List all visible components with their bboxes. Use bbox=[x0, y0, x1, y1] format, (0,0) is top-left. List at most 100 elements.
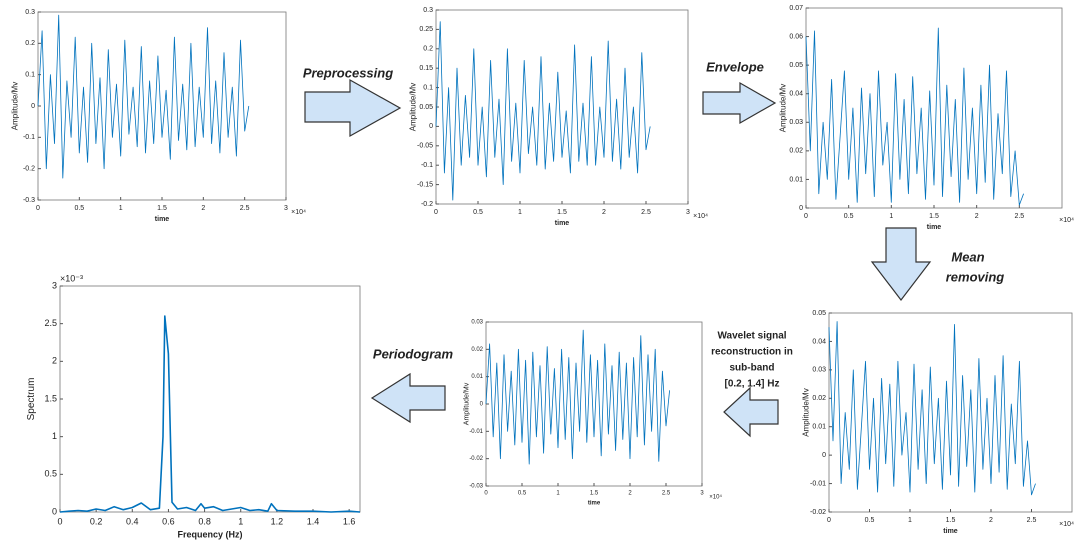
y-tick-label: 0.06 bbox=[789, 33, 803, 40]
x-tick-label: 0 bbox=[804, 213, 808, 220]
x-tick-label: 1 bbox=[908, 517, 912, 524]
x-tick-label: 0 bbox=[484, 491, 488, 497]
y-tick-label: -0.02 bbox=[469, 456, 483, 462]
x-tick-label: 1 bbox=[238, 516, 243, 526]
y-tick-label: 0.01 bbox=[471, 374, 483, 380]
y-axis-label: Amplitude/Mv bbox=[409, 83, 418, 131]
step-label: Mean bbox=[951, 249, 984, 264]
y-tick-label: 0.02 bbox=[471, 347, 483, 353]
x-tick-label: 2.5 bbox=[1014, 213, 1024, 220]
x-multiplier: ×10⁴ bbox=[693, 213, 708, 220]
x-axis-label: time bbox=[588, 501, 601, 507]
signal-line bbox=[485, 329, 670, 465]
y-axis-label: Amplitude/Mv bbox=[779, 84, 788, 132]
x-tick-label: 0.5 bbox=[844, 213, 854, 220]
y-tick-label: 0.04 bbox=[812, 338, 826, 345]
signal-line bbox=[435, 21, 651, 201]
plot-frame bbox=[485, 321, 703, 487]
arrow bbox=[370, 372, 446, 424]
y-tick-label: -0.1 bbox=[421, 162, 433, 169]
signal-line bbox=[59, 315, 361, 513]
step-label: Wavelet signal bbox=[717, 331, 786, 342]
x-tick-label: 2 bbox=[201, 205, 205, 212]
x-tick-label: 0.6 bbox=[162, 516, 175, 526]
y-tick-label: 0.25 bbox=[419, 26, 433, 33]
y-tick-label: 0 bbox=[822, 452, 826, 459]
signal-line bbox=[37, 14, 250, 179]
x-tick-label: 0 bbox=[434, 209, 438, 216]
x-multiplier: ×10⁴ bbox=[291, 209, 306, 216]
step-label: removing bbox=[946, 269, 1005, 284]
y-tick-label: 0.01 bbox=[812, 424, 826, 431]
y-tick-label: 0 bbox=[52, 506, 57, 516]
y-tick-label: -0.2 bbox=[23, 166, 35, 173]
x-axis-label: Frequency (Hz) bbox=[177, 529, 242, 539]
y-axis-label: Amplitude/Mv bbox=[11, 82, 20, 130]
x-tick-label: 1.4 bbox=[307, 516, 320, 526]
y-tick-label: 3 bbox=[52, 280, 57, 290]
x-tick-label: 0.4 bbox=[126, 516, 139, 526]
step-label: Envelope bbox=[706, 59, 764, 74]
y-tick-label: 0 bbox=[429, 123, 433, 130]
plot-frame bbox=[37, 11, 287, 201]
y-tick-label: -0.15 bbox=[417, 181, 433, 188]
y-tick-label: 0.02 bbox=[789, 148, 803, 155]
x-multiplier: ×10⁴ bbox=[709, 494, 722, 501]
y-tick-label: 0.02 bbox=[812, 395, 826, 402]
y-tick-label: 0.15 bbox=[419, 65, 433, 72]
x-tick-label: 1 bbox=[518, 209, 522, 216]
y-tick-label: -0.05 bbox=[417, 143, 433, 150]
x-tick-label: 1 bbox=[119, 205, 123, 212]
x-tick-label: 1.2 bbox=[271, 516, 284, 526]
y-axis-label: Spectrum bbox=[26, 378, 37, 421]
y-tick-label: 0.07 bbox=[789, 5, 803, 12]
x-tick-label: 1.5 bbox=[590, 491, 599, 497]
x-axis-label: time bbox=[943, 528, 958, 535]
arrow bbox=[870, 227, 932, 301]
x-tick-label: 2.5 bbox=[641, 209, 651, 216]
plot-frame bbox=[828, 312, 1073, 513]
x-tick-label: 3 bbox=[284, 205, 288, 212]
plot-frame bbox=[59, 285, 361, 513]
y-tick-label: 0.05 bbox=[789, 62, 803, 69]
y-tick-label: 0.3 bbox=[25, 9, 35, 16]
x-multiplier: ×10⁴ bbox=[1059, 521, 1074, 528]
y-tick-label: 0.05 bbox=[419, 104, 433, 111]
y-axis-label: Amplitude/Mv bbox=[802, 388, 811, 436]
x-axis-label: time bbox=[555, 220, 570, 227]
x-tick-label: 0.5 bbox=[865, 517, 875, 524]
y-tick-label: 0 bbox=[480, 402, 484, 408]
x-tick-label: 0.2 bbox=[90, 516, 103, 526]
y-tick-label: 0.1 bbox=[423, 84, 433, 91]
x-tick-label: 0.5 bbox=[74, 205, 84, 212]
y-tick-label: 2.5 bbox=[44, 318, 57, 328]
y-tick-label: 0.04 bbox=[789, 91, 803, 98]
x-tick-label: 2 bbox=[628, 491, 632, 497]
y-tick-label: 0.01 bbox=[789, 176, 803, 183]
x-tick-label: 1 bbox=[889, 213, 893, 220]
y-tick-label: 0.5 bbox=[44, 469, 57, 479]
x-tick-label: 1.5 bbox=[157, 205, 167, 212]
y-tick-label: -0.01 bbox=[810, 480, 826, 487]
step-label: Periodogram bbox=[373, 346, 454, 361]
y-tick-label: 0.3 bbox=[423, 7, 433, 14]
y-tick-label: 0.2 bbox=[25, 40, 35, 47]
y-tick-label: -0.02 bbox=[810, 509, 826, 516]
arrow bbox=[723, 386, 779, 438]
x-tick-label: 3 bbox=[700, 491, 704, 497]
y-tick-label: -0.1 bbox=[23, 134, 35, 141]
x-tick-label: 0.5 bbox=[518, 491, 527, 497]
y-multiplier: ×10⁻³ bbox=[60, 273, 83, 283]
x-tick-label: 0.8 bbox=[198, 516, 211, 526]
y-tick-label: 0.03 bbox=[471, 320, 483, 326]
x-axis-label: time bbox=[927, 224, 942, 231]
x-axis-label: time bbox=[155, 216, 170, 223]
x-tick-label: 1.5 bbox=[946, 517, 956, 524]
x-tick-label: 1.6 bbox=[343, 516, 356, 526]
x-tick-label: 2.5 bbox=[662, 491, 671, 497]
y-tick-label: -0.3 bbox=[23, 197, 35, 204]
x-multiplier: ×10⁴ bbox=[1059, 217, 1074, 224]
x-tick-label: 0 bbox=[36, 205, 40, 212]
x-tick-label: 1 bbox=[556, 491, 560, 497]
